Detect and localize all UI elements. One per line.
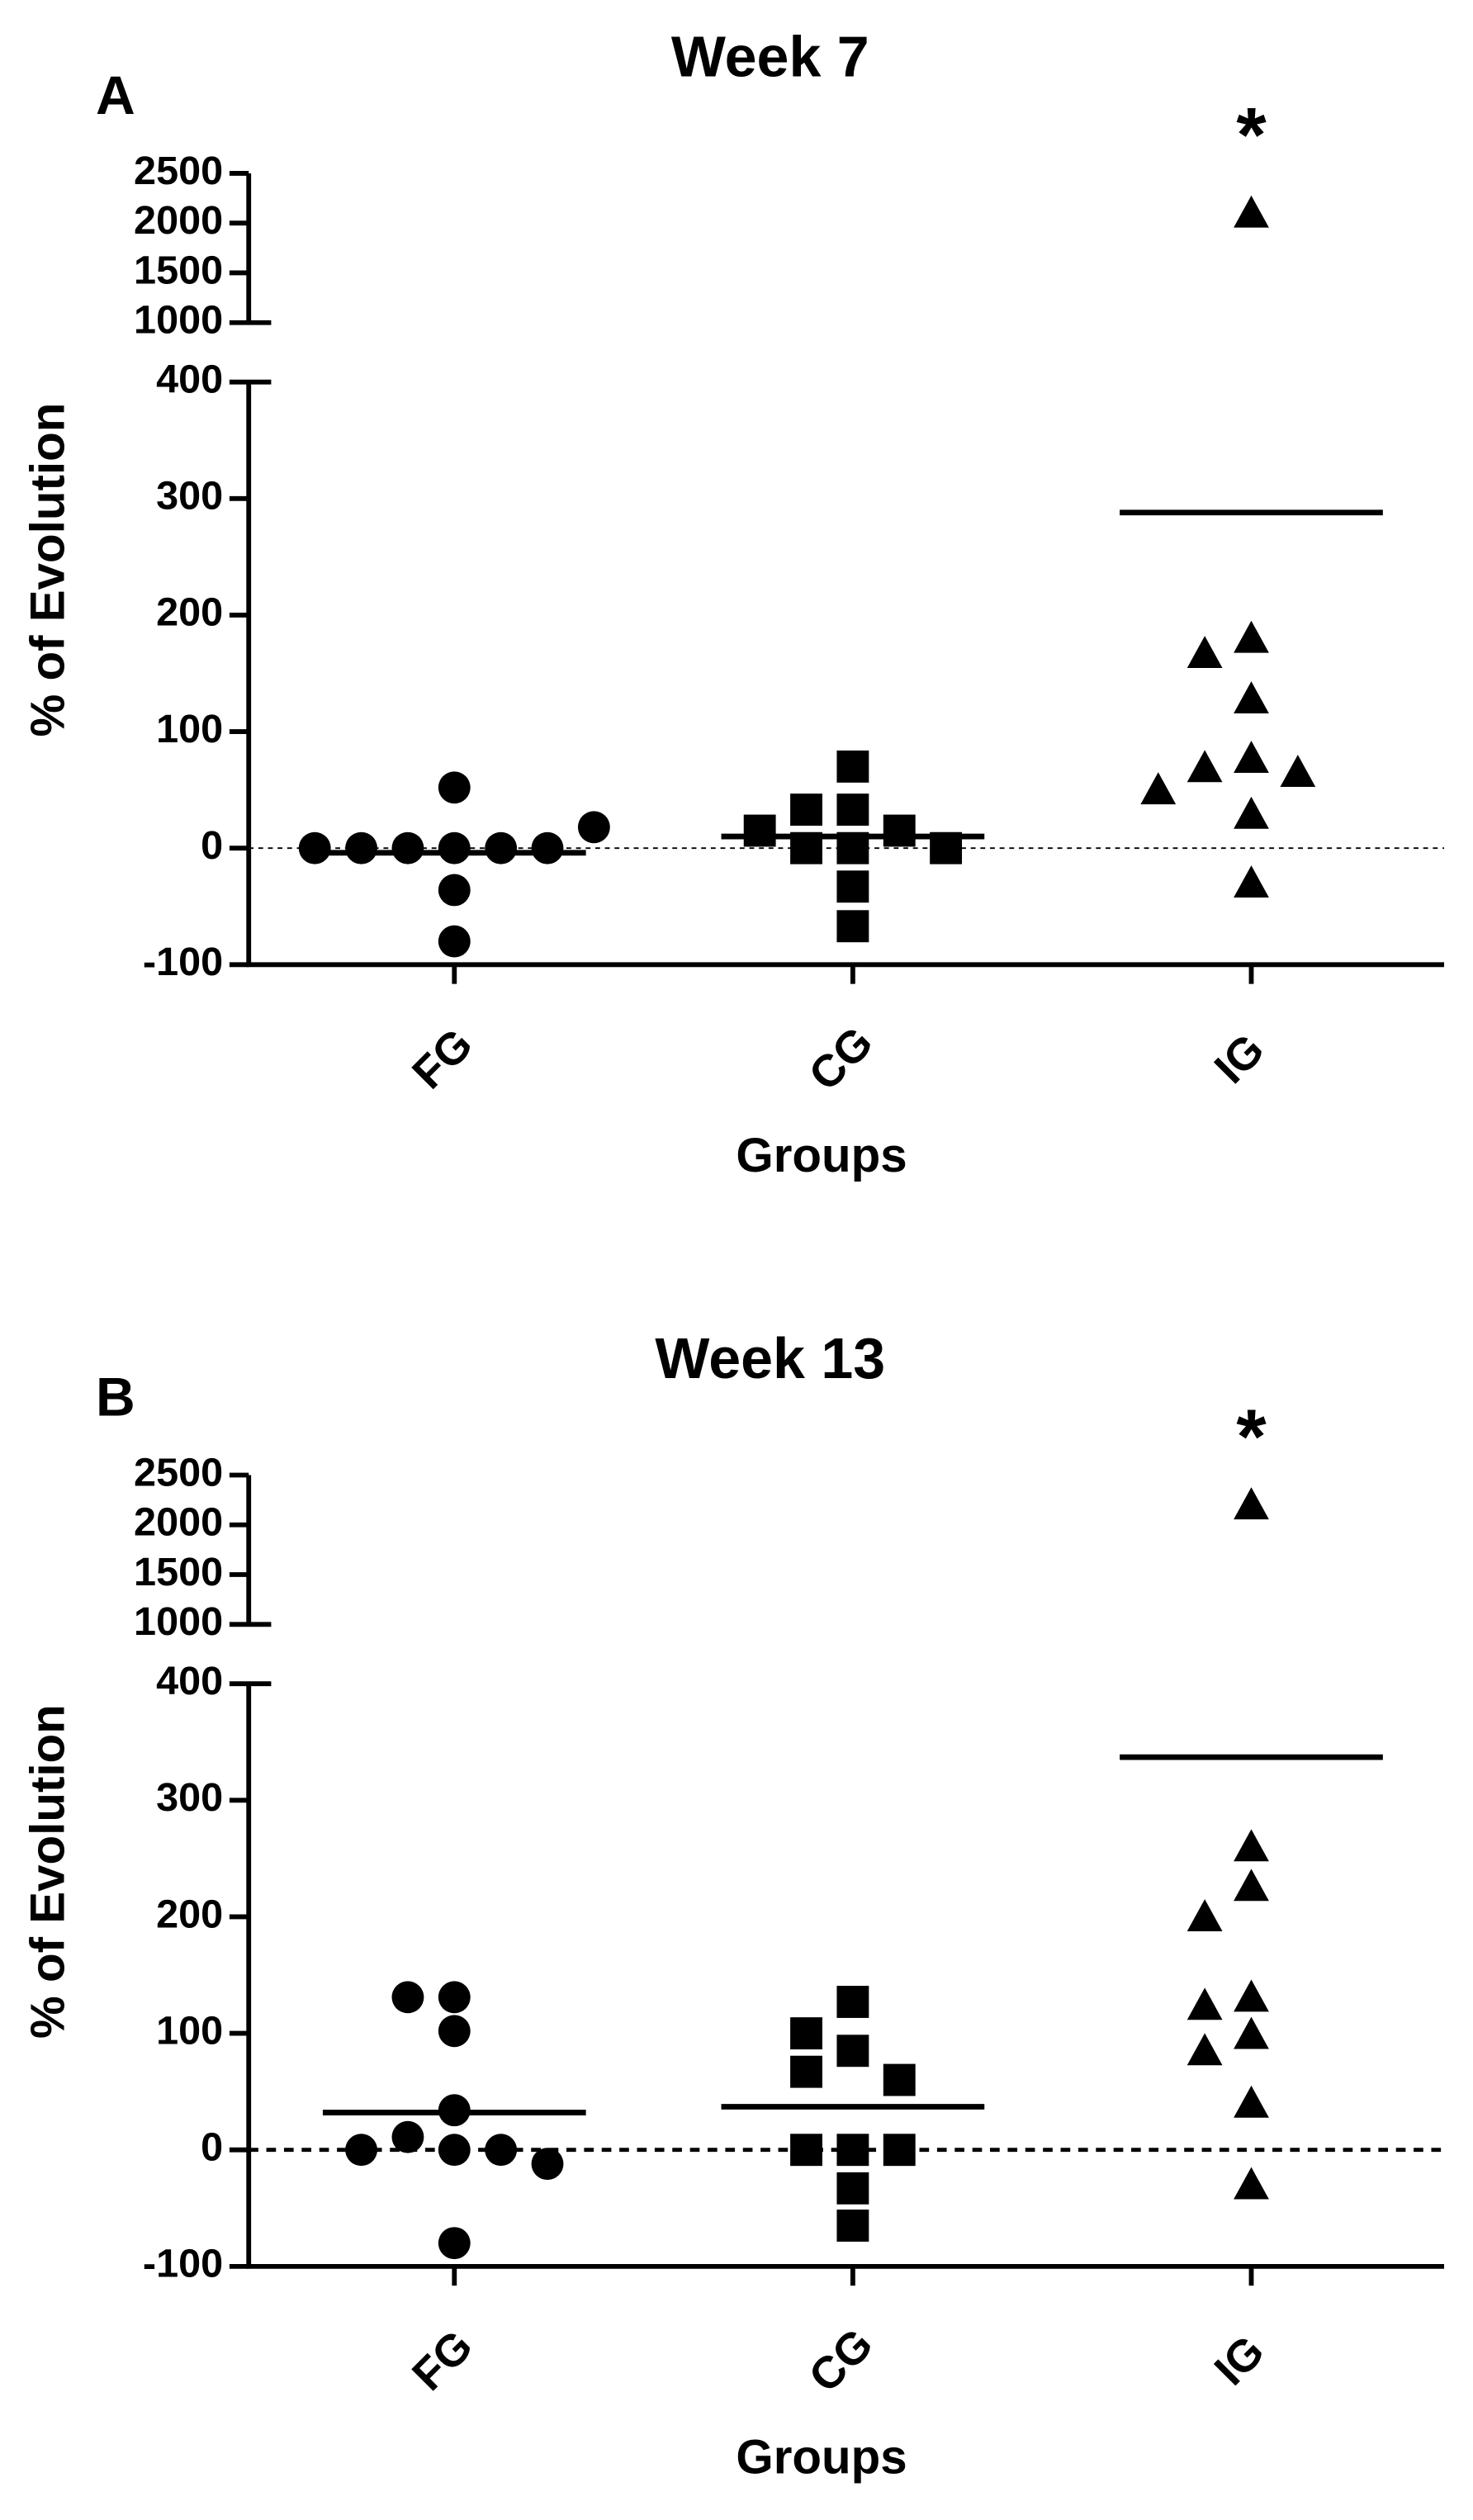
data-point (438, 2134, 471, 2167)
y-tick-label: 2000 (134, 1500, 223, 1545)
data-point (485, 2134, 518, 2167)
y-tick-label: 400 (156, 1659, 223, 1703)
data-point (1234, 741, 1269, 774)
data-point (1234, 2085, 1269, 2118)
data-point (345, 2134, 378, 2167)
data-point (391, 831, 424, 864)
y-tick-label: 2500 (134, 149, 223, 193)
x-tick-label: IG (1205, 1024, 1274, 1093)
data-point (1186, 636, 1223, 668)
data-point (836, 870, 869, 903)
y-axis-label: % of Evolution (21, 1704, 75, 2039)
data-point (1234, 2016, 1269, 2049)
data-point (836, 793, 869, 827)
data-point (1186, 1987, 1223, 2020)
x-tick-label: IG (1205, 2326, 1274, 2395)
data-point (1234, 865, 1269, 898)
data-point (1234, 1869, 1269, 1902)
data-point (836, 2134, 869, 2167)
data-point (790, 793, 822, 827)
panel: B Week 13 % of Evolution Groups -100 0 100 200 3… (21, 1326, 1445, 2484)
y-tick-label: 1500 (134, 248, 223, 292)
data-point (1140, 772, 1177, 805)
y-tick-label: 200 (156, 590, 223, 635)
data-point (883, 814, 916, 847)
data-point (438, 2015, 471, 2048)
data-point (836, 1986, 869, 2018)
y-axis-label: % of Evolution (21, 403, 75, 737)
data-point (836, 2210, 869, 2242)
data-point (1186, 2033, 1223, 2066)
y-tick-label: 100 (156, 707, 223, 751)
x-tick-label: FG (402, 2320, 482, 2400)
y-tick-label: 400 (156, 357, 223, 401)
y-tick-label: -100 (143, 2242, 223, 2286)
data-point (836, 910, 869, 943)
significance-mark: * (1236, 92, 1267, 178)
y-tick-label: 1000 (134, 298, 223, 343)
x-axis-label: Groups (736, 2430, 907, 2484)
data-point (438, 1981, 471, 2014)
data-point (1234, 2167, 1269, 2200)
y-tick-label: 300 (156, 1775, 223, 1820)
data-point (790, 2055, 822, 2088)
panel-letter: B (96, 1367, 135, 1428)
data-point (883, 2063, 916, 2096)
x-tick-label: FG (402, 1019, 482, 1099)
data-point (1280, 755, 1316, 787)
data-point (485, 831, 518, 864)
data-point (1234, 1487, 1269, 1520)
panel-letter: A (96, 65, 135, 126)
data-point (1234, 620, 1269, 653)
data-point (836, 2034, 869, 2068)
data-point (1234, 796, 1269, 829)
data-point (531, 831, 564, 864)
data-point (438, 2227, 471, 2260)
data-point (790, 2017, 822, 2050)
y-tick-label: 1500 (134, 1550, 223, 1594)
data-point (1234, 1829, 1269, 1862)
y-tick-label: 300 (156, 474, 223, 519)
x-axis-label: Groups (736, 1129, 907, 1182)
data-point (836, 750, 869, 783)
x-tick-label: CG (799, 1017, 883, 1101)
data-point (836, 2172, 869, 2205)
chart-title: Week 7 (671, 24, 869, 88)
data-point (1234, 1979, 1269, 2012)
data-point (1234, 195, 1269, 228)
data-point (1186, 1899, 1223, 1931)
data-point (743, 814, 776, 847)
data-point (391, 1981, 424, 2014)
data-point (438, 831, 471, 864)
data-point (438, 925, 471, 958)
data-point (883, 2134, 916, 2167)
x-tick-label: CG (799, 2319, 883, 2402)
chart-title: Week 13 (655, 1326, 885, 1390)
data-point (345, 831, 378, 864)
data-point (438, 771, 471, 804)
y-tick-label: 2500 (134, 1450, 223, 1494)
y-tick-label: 200 (156, 1892, 223, 1936)
data-point (298, 831, 331, 864)
data-point (1186, 750, 1223, 783)
data-point (1234, 681, 1269, 714)
data-point (438, 874, 471, 907)
y-tick-label: 2000 (134, 198, 223, 243)
data-point (577, 811, 610, 844)
significance-mark: * (1236, 1394, 1267, 1480)
y-tick-label: 0 (201, 823, 223, 868)
y-tick-label: 1000 (134, 1599, 223, 1644)
y-tick-label: -100 (143, 940, 223, 984)
y-tick-label: 100 (156, 2008, 223, 2053)
data-point (531, 2148, 564, 2181)
data-point (391, 2120, 424, 2153)
y-tick-label: 0 (201, 2125, 223, 2170)
panel: A Week 7 % of Evolution Groups -100 0 100 200 30… (21, 24, 1445, 1182)
data-point (790, 2134, 822, 2167)
